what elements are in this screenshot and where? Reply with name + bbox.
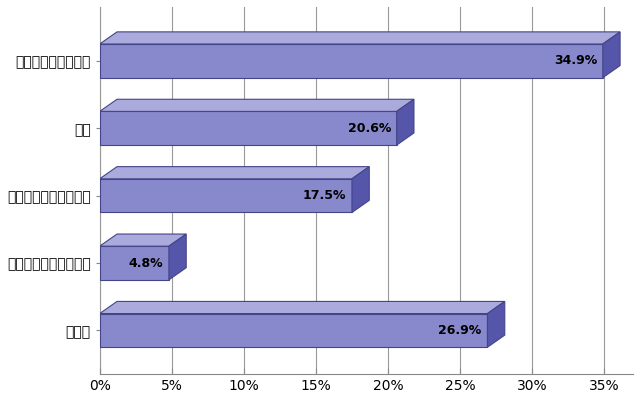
Polygon shape [100, 111, 397, 145]
Text: 34.9%: 34.9% [554, 54, 597, 67]
Polygon shape [603, 32, 620, 78]
Polygon shape [100, 302, 505, 314]
Polygon shape [100, 314, 488, 347]
Polygon shape [352, 167, 369, 212]
Polygon shape [100, 234, 186, 246]
Polygon shape [100, 99, 414, 111]
Polygon shape [100, 167, 369, 179]
Polygon shape [100, 246, 169, 280]
Text: 4.8%: 4.8% [129, 256, 163, 270]
Polygon shape [100, 32, 620, 44]
Polygon shape [100, 44, 603, 78]
Text: 17.5%: 17.5% [303, 189, 346, 202]
Text: 26.9%: 26.9% [438, 324, 482, 337]
Polygon shape [488, 302, 505, 347]
Polygon shape [100, 179, 352, 212]
Polygon shape [397, 99, 414, 145]
Text: 20.6%: 20.6% [348, 122, 391, 135]
Polygon shape [169, 234, 186, 280]
